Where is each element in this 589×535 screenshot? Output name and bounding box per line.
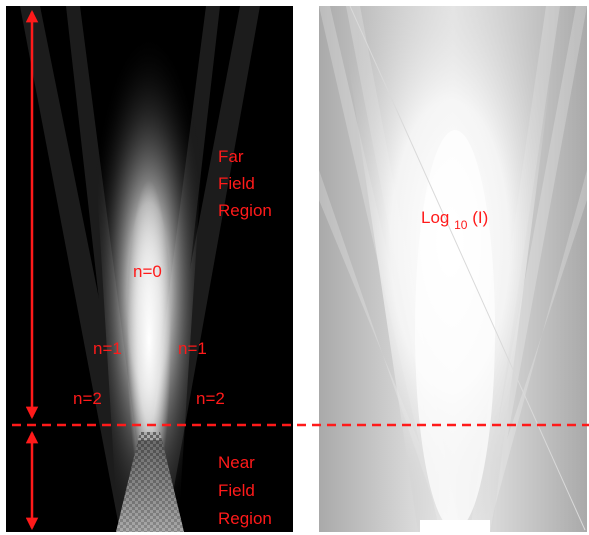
order-label-n1-left: n=1: [93, 339, 122, 358]
far-field-line-2: Field: [218, 174, 255, 193]
near-field-line-1: Near: [218, 453, 255, 472]
log-scale-label: Log 10 (I): [421, 208, 488, 233]
order-label-n2-left: n=2: [73, 389, 102, 408]
log-label-subscript: 10: [454, 218, 468, 232]
log-central-core: [415, 130, 495, 530]
log-label-suffix: (I): [472, 208, 488, 227]
near-field-line-2: Field: [218, 481, 255, 500]
near-field-line-3: Region: [218, 509, 272, 528]
near-field-glow: [116, 440, 184, 532]
central-beam-core: [127, 180, 171, 500]
near-field-label: Near Field Region: [218, 453, 272, 528]
order-label-n0: n=0: [133, 262, 162, 281]
log-label-base: Log: [421, 208, 449, 227]
order-label-n1-right: n=1: [178, 339, 207, 358]
linear-intensity-panel: [6, 6, 293, 532]
log-intensity-panel: [319, 6, 587, 532]
annotations: Far Field Region Near Field Region n=0 n…: [12, 9, 589, 531]
order-label-n2-right: n=2: [196, 389, 225, 408]
far-field-line-1: Far: [218, 147, 244, 166]
log-bottom-aperture: [420, 520, 490, 532]
log-diagonal-artifact: [349, 6, 586, 531]
far-field-line-3: Region: [218, 201, 272, 220]
far-field-label: Far Field Region: [218, 147, 272, 220]
